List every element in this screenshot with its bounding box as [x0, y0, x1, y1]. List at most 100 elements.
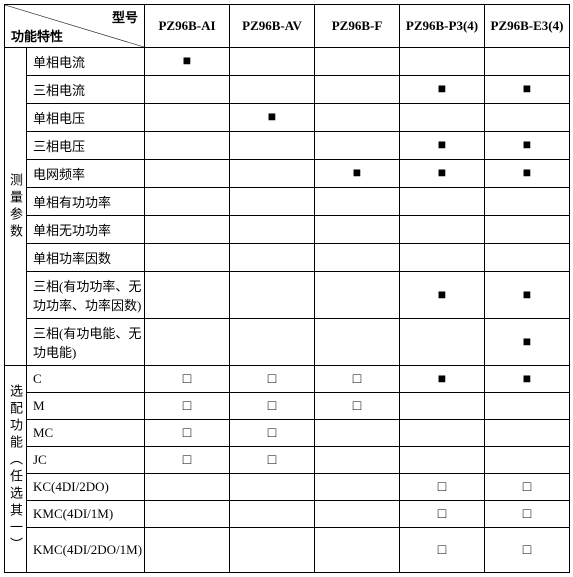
- table-row: 单相电压■: [5, 104, 570, 132]
- header-bottom-label: 功能特性: [11, 26, 63, 45]
- table-row: KMC(4DI/1M)□□: [5, 501, 570, 528]
- cell: [315, 76, 400, 104]
- row-label: KC(4DI/2DO): [27, 474, 145, 501]
- mark-filled: ■: [438, 288, 446, 303]
- header-top-label: 型号: [112, 7, 138, 26]
- cell: [315, 420, 400, 447]
- cell: [315, 244, 400, 272]
- cell: [145, 132, 230, 160]
- table-row: JC□□: [5, 447, 570, 474]
- cell: [400, 244, 485, 272]
- row-label: 三相电压: [27, 132, 145, 160]
- row-label: M: [27, 393, 145, 420]
- cell: [230, 48, 315, 76]
- cell: [400, 420, 485, 447]
- table-row: KMC(4DI/2DO/1M)□□: [5, 528, 570, 573]
- cell: ■: [230, 104, 315, 132]
- cell: [485, 188, 570, 216]
- cell: □: [400, 528, 485, 573]
- table-row: 三相电压 ■ ■: [5, 132, 570, 160]
- mark-filled: ■: [523, 138, 531, 153]
- cell: [230, 272, 315, 319]
- cell: [400, 393, 485, 420]
- cell: [315, 474, 400, 501]
- cell: [315, 48, 400, 76]
- cell: □: [230, 447, 315, 474]
- cell: □: [230, 366, 315, 393]
- model-col-4: PZ96B-E3(4): [485, 5, 570, 48]
- table-row: MC□□: [5, 420, 570, 447]
- mark-hollow: □: [183, 399, 191, 414]
- cell: □: [230, 393, 315, 420]
- model-col-0: PZ96B-AI: [145, 5, 230, 48]
- cell: ■: [485, 76, 570, 104]
- model-col-2: PZ96B-F: [315, 5, 400, 48]
- row-label: 单相有功功率: [27, 188, 145, 216]
- table-row: 测量参数单相电流■: [5, 48, 570, 76]
- mark-hollow: □: [438, 480, 446, 495]
- mark-hollow: □: [268, 399, 276, 414]
- table-row: 单相有功功率: [5, 188, 570, 216]
- table-row: 三相(有功电能、无功电能)■: [5, 319, 570, 366]
- mark-hollow: □: [523, 480, 531, 495]
- cell: □: [400, 474, 485, 501]
- model-col-3: PZ96B-P3(4): [400, 5, 485, 48]
- cell: ■: [400, 76, 485, 104]
- table-row: 三相(有功功率、无功功率、功率因数)■■: [5, 272, 570, 319]
- cell: ■: [485, 319, 570, 366]
- cell: [230, 132, 315, 160]
- mark-filled: ■: [438, 372, 446, 387]
- cell: □: [400, 501, 485, 528]
- model-col-1: PZ96B-AV: [230, 5, 315, 48]
- cell: [145, 272, 230, 319]
- mark-filled: ■: [438, 82, 446, 97]
- table-body: 测量参数单相电流■三相电流■■单相电压■三相电压■■电网频率■■■单相有功功率单…: [5, 48, 570, 573]
- mark-hollow: □: [353, 372, 361, 387]
- cell: ■: [400, 272, 485, 319]
- mark-filled: ■: [438, 138, 446, 153]
- cell: [315, 447, 400, 474]
- cell: □: [145, 447, 230, 474]
- mark-hollow: □: [438, 543, 446, 558]
- cell: [145, 160, 230, 188]
- cell: [485, 104, 570, 132]
- row-label: 单相电流: [27, 48, 145, 76]
- cell: □: [485, 501, 570, 528]
- cell: [400, 319, 485, 366]
- mark-hollow: □: [183, 453, 191, 468]
- row-label: 单相功率因数: [27, 244, 145, 272]
- cell: [315, 528, 400, 573]
- mark-filled: ■: [438, 166, 446, 181]
- mark-hollow: □: [183, 426, 191, 441]
- cell: ■: [485, 160, 570, 188]
- cell: □: [145, 366, 230, 393]
- cell: [230, 474, 315, 501]
- mark-filled: ■: [523, 335, 531, 350]
- cell: [315, 132, 400, 160]
- header-row: 型号 功能特性 PZ96B-AI PZ96B-AV PZ96B-F PZ96B-…: [5, 5, 570, 48]
- cell: [230, 160, 315, 188]
- cell: ■: [485, 272, 570, 319]
- cell: □: [145, 393, 230, 420]
- mark-filled: ■: [523, 82, 531, 97]
- row-label: MC: [27, 420, 145, 447]
- mark-hollow: □: [268, 453, 276, 468]
- spec-table: 型号 功能特性 PZ96B-AI PZ96B-AV PZ96B-F PZ96B-…: [4, 4, 570, 573]
- group-label: 选配功能（任选其一）: [5, 366, 27, 573]
- cell: [485, 216, 570, 244]
- cell: □: [145, 420, 230, 447]
- table-row: 单相功率因数: [5, 244, 570, 272]
- cell: [315, 319, 400, 366]
- mark-filled: ■: [523, 372, 531, 387]
- header-corner: 型号 功能特性: [5, 5, 145, 48]
- mark-hollow: □: [183, 372, 191, 387]
- cell: ■: [145, 48, 230, 76]
- cell: [230, 501, 315, 528]
- cell: [230, 319, 315, 366]
- mark-hollow: □: [268, 372, 276, 387]
- cell: [315, 104, 400, 132]
- mark-filled: ■: [183, 54, 191, 69]
- cell: [145, 76, 230, 104]
- cell: ■: [315, 160, 400, 188]
- cell: [230, 528, 315, 573]
